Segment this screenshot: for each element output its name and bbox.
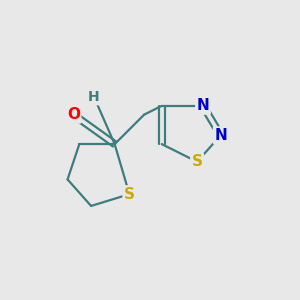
Text: O: O — [67, 107, 80, 122]
Text: S: S — [124, 187, 135, 202]
Text: S: S — [192, 154, 203, 169]
Text: N: N — [196, 98, 209, 113]
Text: H: H — [88, 90, 100, 104]
Text: N: N — [214, 128, 227, 143]
